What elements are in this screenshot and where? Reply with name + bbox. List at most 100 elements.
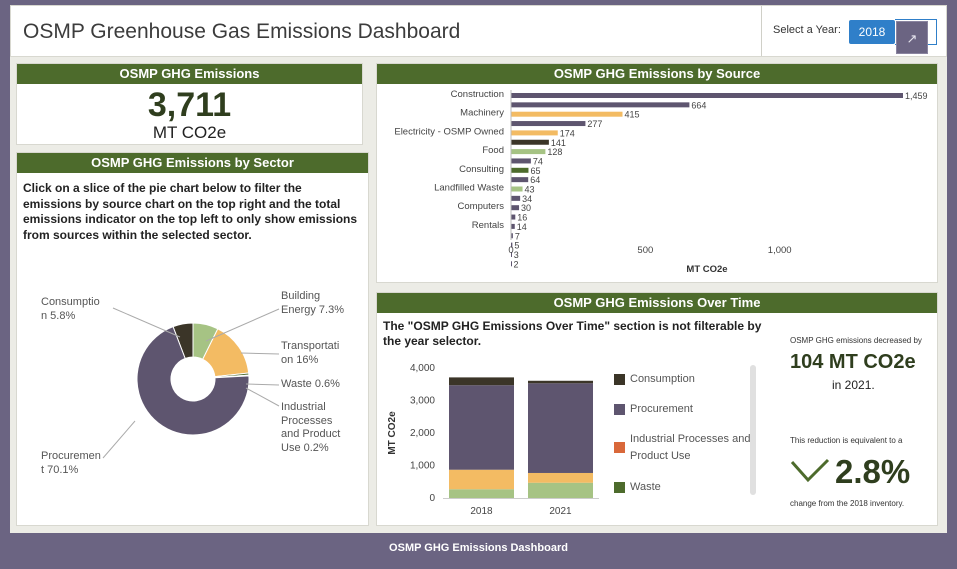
- year-select-label: Select a Year:: [773, 24, 841, 36]
- legend-scrollbar[interactable]: [750, 365, 756, 495]
- source-category-label: Computers: [458, 201, 505, 212]
- time-category-label: 2018: [470, 506, 493, 517]
- time-bar-segment[interactable]: [528, 380, 593, 384]
- legend-swatch-industrial: [614, 442, 625, 453]
- leader-industrial: [245, 387, 280, 407]
- pie-label-industrial: Industrial Processes and Product Use 0.2…: [281, 401, 341, 454]
- source-bar[interactable]: [511, 121, 586, 127]
- leader-waste: [245, 383, 280, 386]
- source-bar-label: 2: [514, 259, 519, 269]
- time-bar-segment[interactable]: [449, 469, 514, 490]
- source-bar[interactable]: [511, 158, 531, 164]
- legend-swatch-consumption: [614, 374, 625, 385]
- source-bar[interactable]: [511, 242, 513, 248]
- time-category-label: 2021: [549, 506, 572, 517]
- source-bar-label: 174: [560, 128, 575, 138]
- source-bar[interactable]: [511, 130, 558, 136]
- source-tick-label: 500: [637, 245, 653, 256]
- source-bar-label: 3: [514, 250, 519, 260]
- time-bar-segment[interactable]: [449, 377, 514, 386]
- legend-label-procurement[interactable]: Procurement: [630, 403, 693, 415]
- dashboard-header: OSMP Greenhouse Gas Emissions Dashboard …: [10, 5, 947, 57]
- source-category-label: Construction: [451, 89, 504, 100]
- legend-label-consumption[interactable]: Consumption: [630, 373, 695, 385]
- total-emissions-panel: OSMP GHG Emissions 3,711 MT CO2e: [16, 63, 363, 145]
- source-title: OSMP GHG Emissions by Source: [377, 64, 937, 84]
- source-category-label: Rentals: [472, 220, 504, 231]
- pie-label-procurement: Procuremen t 70.1%: [41, 450, 101, 476]
- source-bar[interactable]: [511, 205, 520, 211]
- source-bar-label: 415: [625, 110, 640, 120]
- source-tick-label: 1,000: [768, 245, 792, 256]
- sector-pie-chart[interactable]: [17, 153, 368, 525]
- source-bar[interactable]: [511, 186, 523, 192]
- source-tick-label: 0: [508, 245, 513, 256]
- legend-label-industrial[interactable]: Industrial Processes and Product Use: [630, 433, 751, 462]
- source-bar-label: 34: [522, 194, 532, 204]
- legend-swatch-procurement: [614, 404, 625, 415]
- sector-description: Click on a slice of the pie chart below …: [23, 181, 358, 242]
- pie-label-consumption: Consumptio n 5.8%: [41, 296, 100, 322]
- header-divider: [761, 6, 762, 56]
- source-bar[interactable]: [511, 102, 690, 108]
- time-stacked-chart[interactable]: 0 1,000 2,000 3,000 4,000 2018 2021 MT CO2e: [377, 293, 757, 525]
- total-emissions-unit: MT CO2e: [152, 123, 227, 142]
- kpi-amount: 104 MT CO2e: [790, 351, 916, 373]
- external-link-icon[interactable]: ↗: [896, 21, 928, 54]
- time-bar-segment[interactable]: [528, 383, 593, 473]
- source-bar-label: 1,459: [905, 91, 928, 101]
- pie-slice-procurement[interactable]: [136, 326, 250, 436]
- source-bar-label: 64: [530, 175, 540, 185]
- kpi-percent: 2.8%: [835, 453, 911, 490]
- sector-title: OSMP GHG Emissions by Sector: [17, 153, 368, 173]
- footer-title: OSMP GHG Emissions Dashboard: [389, 542, 568, 554]
- total-emissions-title: OSMP GHG Emissions: [17, 64, 362, 84]
- check-down-icon: [790, 458, 830, 483]
- year-select-button[interactable]: 2018: [849, 20, 895, 44]
- time-bar-segment[interactable]: [449, 489, 514, 498]
- time-tick-label: 1,000: [410, 461, 435, 472]
- leader-procurement: [102, 420, 136, 459]
- time-title: OSMP GHG Emissions Over Time: [377, 293, 937, 313]
- legend-label-waste[interactable]: Waste: [630, 481, 661, 493]
- source-bar[interactable]: [511, 251, 512, 257]
- source-bar[interactable]: [511, 149, 546, 155]
- pie-label-waste: Waste 0.6%: [281, 378, 340, 390]
- source-bar-label: 664: [691, 100, 706, 110]
- source-bar[interactable]: [511, 195, 521, 201]
- time-panel: OSMP GHG Emissions Over Time The "OSMP G…: [376, 292, 938, 526]
- source-axis-title: MT CO2e: [686, 264, 727, 275]
- source-bar[interactable]: [511, 261, 512, 267]
- source-bar[interactable]: [511, 177, 529, 183]
- source-bar[interactable]: [511, 93, 903, 98]
- kpi-pre-text: OSMP GHG emissions decreased by: [790, 336, 922, 345]
- kpi-post-text: change from the 2018 inventory.: [790, 499, 905, 508]
- source-category-label: Landfilled Waste: [434, 183, 504, 194]
- source-panel: OSMP GHG Emissions by Source 1,459 664 415…: [376, 63, 938, 283]
- source-bar[interactable]: [511, 233, 513, 239]
- leader-building: [205, 308, 280, 342]
- source-bar[interactable]: [511, 223, 515, 229]
- source-category-label: Food: [482, 145, 504, 156]
- kpi-year-text: in 2021.: [832, 378, 875, 392]
- time-bar-segment[interactable]: [528, 472, 593, 483]
- leader-transportation: [240, 352, 280, 355]
- time-axis-title: MT CO2e: [387, 411, 398, 455]
- source-bar-label: 141: [551, 138, 566, 148]
- total-emissions-value: 3,711: [147, 86, 232, 124]
- dashboard-title: OSMP Greenhouse Gas Emissions Dashboard: [23, 20, 461, 43]
- source-bar[interactable]: [511, 111, 623, 117]
- source-bar[interactable]: [511, 139, 549, 145]
- time-tick-label: 3,000: [410, 396, 435, 407]
- source-bar-label: 128: [547, 147, 562, 157]
- time-tick-label: 4,000: [410, 363, 435, 374]
- source-bar-chart[interactable]: 1,45966441527717414112874656443343016147…: [377, 64, 937, 282]
- source-bar[interactable]: [511, 214, 516, 220]
- source-bar-label: 5: [514, 241, 519, 251]
- source-category-label: Consulting: [459, 164, 504, 175]
- source-bar[interactable]: [511, 167, 529, 173]
- time-tick-label: 0: [429, 493, 435, 504]
- time-bar-segment[interactable]: [449, 385, 514, 470]
- source-category-label: Machinery: [460, 108, 504, 119]
- time-bar-segment[interactable]: [528, 482, 593, 498]
